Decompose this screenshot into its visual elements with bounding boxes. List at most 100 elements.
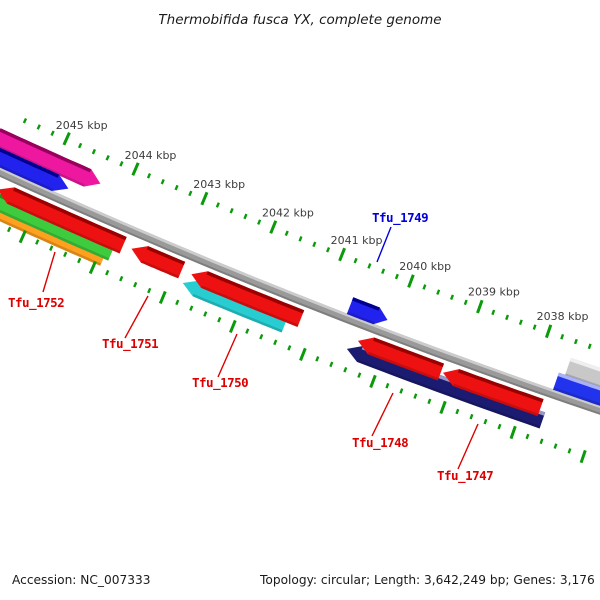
gene-arrow-top-bevel: [0, 128, 92, 173]
tick-label: 2041 kbp: [331, 234, 383, 247]
minor-tick-lower: [77, 257, 82, 264]
minor-tick-lower: [189, 305, 194, 311]
minor-tick-lower: [483, 418, 488, 425]
tick-label: 2045 kbp: [56, 119, 108, 132]
major-tick-upper: [338, 247, 346, 262]
minor-tick-lower: [245, 328, 250, 334]
gene-arrow-tfu-1751[interactable]: [131, 246, 186, 279]
gene-label-tfu-1750[interactable]: Tfu_1750: [192, 375, 249, 391]
major-tick-lower: [88, 260, 97, 275]
minor-tick-lower: [329, 361, 334, 368]
leader-line-tfu-1751: [124, 295, 149, 339]
minor-tick-upper: [422, 284, 427, 290]
minor-tick-lower: [343, 366, 348, 373]
gene-arrow[interactable]: [553, 372, 600, 413]
minor-tick-lower: [385, 382, 390, 389]
leader-line-tfu-1752: [42, 251, 56, 293]
gene-arrow-tfu-1747-top-bevel: [457, 369, 544, 403]
minor-tick-lower: [63, 251, 68, 258]
gene-label-tfu-1751[interactable]: Tfu_1751: [102, 336, 159, 352]
gene-arrow-top-bevel: [569, 357, 600, 372]
gene-label-tfu-1749[interactable]: Tfu_1749: [372, 210, 429, 226]
gene-arrow-tfu-1752-top-bevel: [13, 187, 127, 241]
major-tick-lower: [369, 374, 377, 389]
minor-tick-upper: [91, 148, 97, 155]
leader-line-tfu-1749: [376, 226, 392, 263]
gene-arrow-bottom-bevel: [553, 387, 600, 406]
page-title: Thermobifida fusca YX, complete genome: [158, 12, 441, 28]
gene-arrow-tfu-1749[interactable]: [346, 297, 388, 325]
gene-arrow-tfu-1749-bottom-bevel: [346, 311, 375, 325]
major-tick-upper: [407, 274, 415, 288]
minor-tick-lower: [175, 299, 180, 306]
minor-tick-lower: [133, 281, 138, 288]
gene-arrow[interactable]: [182, 280, 288, 333]
minor-tick-upper: [436, 289, 441, 295]
leader-line-tfu-1748: [371, 392, 394, 437]
minor-tick-upper: [174, 184, 179, 191]
major-tick-upper: [476, 299, 484, 314]
gene-arrow-tfu-1748[interactable]: [358, 337, 444, 381]
minor-tick-upper: [394, 273, 399, 280]
minor-tick-upper: [22, 117, 28, 124]
gene-label-tfu-1752[interactable]: Tfu_1752: [8, 295, 65, 311]
minor-tick-upper: [491, 309, 496, 316]
minor-tick-lower: [273, 339, 278, 346]
gene-arrow-tfu-1751-top-bevel: [146, 246, 186, 265]
minor-tick-upper: [587, 343, 592, 350]
minor-tick-upper: [50, 130, 55, 137]
major-tick-upper: [544, 324, 553, 339]
tick-label: 2039 kbp: [468, 286, 520, 299]
minor-tick-lower: [469, 413, 474, 420]
minor-tick-upper: [215, 202, 220, 208]
tick-label: 2043 kbp: [193, 178, 245, 191]
major-tick-upper: [200, 191, 209, 206]
minor-tick-lower: [259, 333, 264, 340]
minor-tick-lower: [455, 408, 460, 415]
minor-tick-lower: [413, 393, 418, 399]
gene-arrow-bottom-bevel: [356, 359, 541, 429]
major-tick-upper: [131, 162, 140, 176]
minor-tick-upper: [160, 178, 165, 185]
tick-label: 2040 kbp: [399, 260, 451, 273]
gene-arrow-tfu-1752[interactable]: [0, 187, 127, 254]
gene-arrow-tfu-1752-bottom-bevel: [7, 201, 121, 254]
gene-label-tfu-1748[interactable]: Tfu_1748: [352, 435, 409, 451]
minor-tick-upper: [298, 236, 303, 242]
gene-arrow-tfu-1750[interactable]: [191, 271, 305, 327]
gene-label-tfu-1747[interactable]: Tfu_1747: [437, 468, 494, 484]
minor-tick-upper: [105, 155, 110, 161]
gene-arrow-tfu-1747[interactable]: [443, 369, 544, 417]
major-tick-lower: [299, 347, 307, 361]
minor-tick-lower: [315, 356, 320, 362]
tick-label: 2038 kbp: [537, 310, 589, 323]
minor-tick-upper: [325, 247, 331, 253]
minor-tick-upper: [119, 161, 124, 167]
footer-accession: Accession: NC_007333: [12, 573, 151, 587]
footer-genome-stats: Topology: circular; Length: 3,642,249 bp…: [259, 573, 595, 587]
minor-tick-upper: [243, 213, 248, 220]
major-tick-lower: [229, 319, 237, 333]
gene-arrow-tfu-1747-bottom-bevel: [453, 383, 539, 417]
major-tick-upper: [269, 220, 278, 234]
minor-tick-upper: [560, 333, 565, 340]
gene-arrow-bottom-bevel: [0, 209, 110, 261]
minor-tick-lower: [553, 443, 558, 449]
minor-tick-lower: [427, 398, 432, 405]
gene-arrow-tfu-1748-bottom-bevel: [367, 351, 439, 381]
minor-tick-upper: [146, 173, 152, 179]
leader-line-tfu-1750: [217, 333, 238, 378]
gene-arrow[interactable]: [346, 346, 546, 429]
minor-tick-upper: [188, 190, 193, 197]
tick-label: 2042 kbp: [262, 207, 314, 220]
major-tick-lower: [579, 449, 587, 464]
tick-label: 2044 kbp: [125, 149, 177, 162]
major-tick-lower: [439, 400, 447, 415]
minor-tick-lower: [497, 423, 502, 430]
minor-tick-upper: [505, 314, 510, 321]
minor-tick-lower: [203, 311, 208, 317]
minor-tick-upper: [573, 338, 578, 345]
minor-tick-lower: [7, 226, 12, 233]
minor-tick-lower: [539, 438, 544, 445]
minor-tick-upper: [518, 319, 523, 326]
